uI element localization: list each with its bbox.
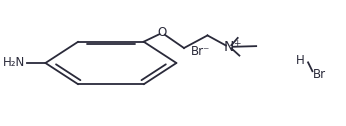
Text: H: H: [296, 54, 305, 67]
Text: N: N: [224, 40, 235, 54]
Text: +: +: [233, 39, 240, 49]
Text: H₂N: H₂N: [3, 56, 25, 70]
Text: Br⁻: Br⁻: [191, 45, 210, 58]
Text: O: O: [157, 26, 167, 39]
Text: Br: Br: [312, 68, 326, 81]
